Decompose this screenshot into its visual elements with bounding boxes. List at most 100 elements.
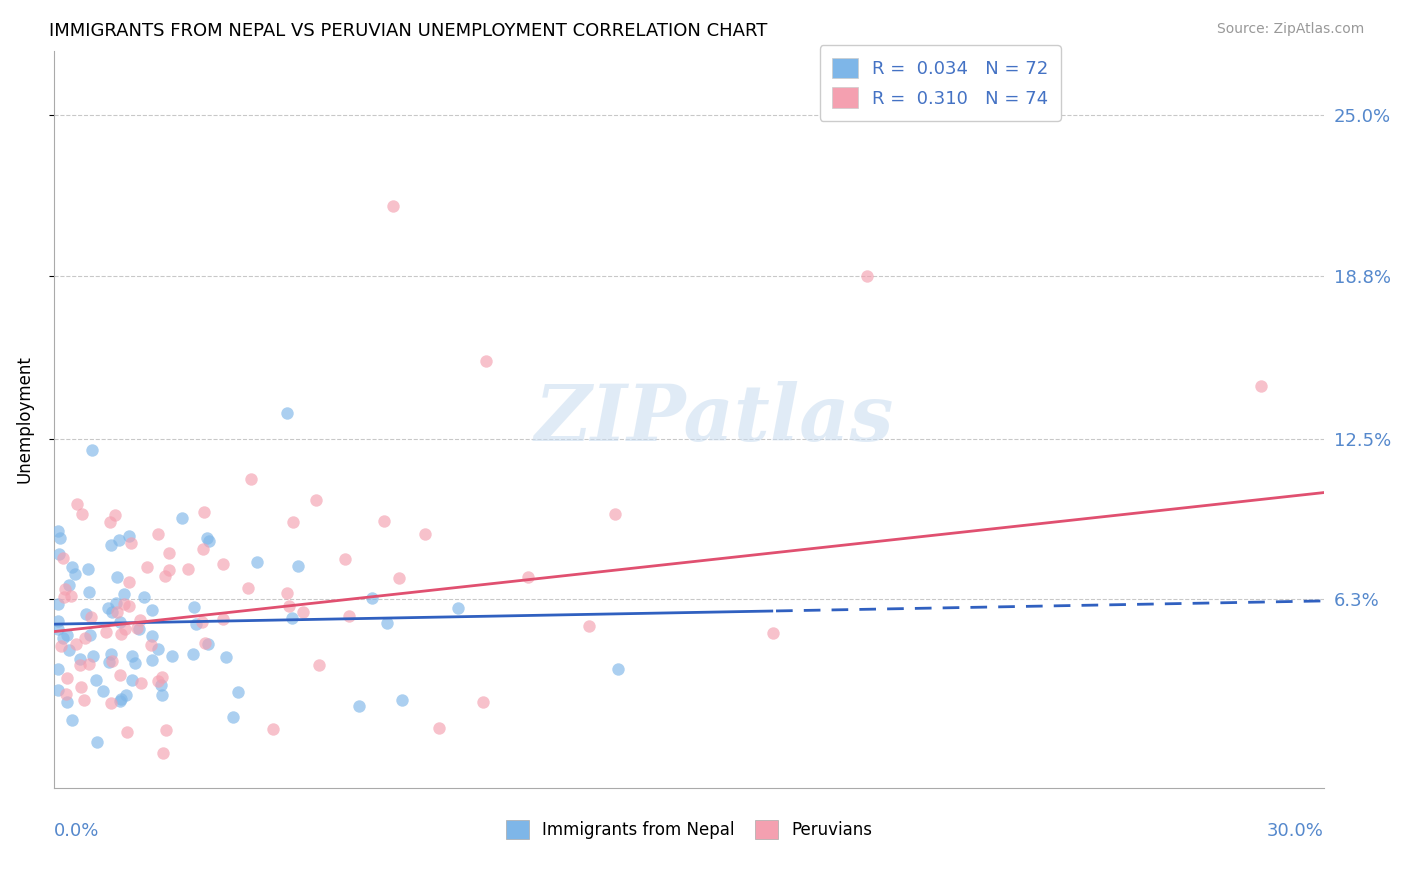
Point — [471, 695, 494, 709]
Point — [197, 534, 219, 549]
Point — [183, 599, 205, 614]
Point — [276, 586, 298, 600]
Point — [82, 648, 104, 663]
Point — [149, 678, 172, 692]
Point — [104, 596, 127, 610]
Point — [105, 570, 128, 584]
Point — [124, 657, 146, 671]
Point — [413, 526, 436, 541]
Point — [110, 626, 132, 640]
Y-axis label: Unemployment: Unemployment — [15, 355, 32, 483]
Point — [63, 567, 86, 582]
Point — [578, 619, 600, 633]
Point — [72, 507, 94, 521]
Point — [129, 613, 152, 627]
Point — [276, 406, 298, 420]
Point — [1250, 378, 1272, 392]
Point — [65, 637, 87, 651]
Point — [335, 552, 357, 566]
Point — [100, 696, 122, 710]
Point — [98, 515, 121, 529]
Point — [86, 735, 108, 749]
Point — [281, 610, 304, 624]
Point — [157, 563, 180, 577]
Point — [191, 615, 214, 629]
Point — [48, 547, 70, 561]
Point — [104, 508, 127, 523]
Point — [110, 692, 132, 706]
Point — [72, 693, 94, 707]
Point — [120, 536, 142, 550]
Point — [115, 724, 138, 739]
Point — [100, 647, 122, 661]
Point — [152, 688, 174, 702]
Point — [172, 511, 194, 525]
Point — [46, 683, 69, 698]
Point — [49, 639, 72, 653]
Point — [112, 587, 135, 601]
Point — [56, 628, 79, 642]
Point — [75, 631, 97, 645]
Point — [46, 597, 69, 611]
Point — [388, 571, 411, 585]
Point — [239, 472, 262, 486]
Point — [141, 629, 163, 643]
Point — [474, 354, 496, 368]
Point — [427, 721, 450, 735]
Point — [141, 653, 163, 667]
Point — [117, 529, 139, 543]
Point — [93, 684, 115, 698]
Point — [337, 609, 360, 624]
Point — [46, 524, 69, 538]
Point — [281, 515, 304, 529]
Text: IMMIGRANTS FROM NEPAL VS PERUVIAN UNEMPLOYMENT CORRELATION CHART: IMMIGRANTS FROM NEPAL VS PERUVIAN UNEMPL… — [49, 22, 768, 40]
Point — [77, 561, 100, 575]
Point — [60, 713, 83, 727]
Point — [108, 693, 131, 707]
Point — [97, 600, 120, 615]
Point — [121, 673, 143, 688]
Point — [105, 605, 128, 619]
Point — [291, 605, 314, 619]
Text: 0.0%: 0.0% — [53, 822, 100, 839]
Point — [308, 658, 330, 673]
Point — [46, 622, 69, 636]
Point — [191, 541, 214, 556]
Point — [108, 615, 131, 629]
Point — [69, 652, 91, 666]
Point — [84, 673, 107, 688]
Point — [141, 638, 163, 652]
Point — [197, 637, 219, 651]
Point — [194, 636, 217, 650]
Point — [228, 685, 250, 699]
Point — [77, 585, 100, 599]
Point — [855, 268, 877, 283]
Point — [79, 628, 101, 642]
Point — [160, 649, 183, 664]
Point — [222, 710, 245, 724]
Point — [135, 560, 157, 574]
Point — [65, 497, 87, 511]
Point — [212, 557, 235, 571]
Point — [129, 675, 152, 690]
Point — [52, 591, 75, 605]
Point — [215, 650, 238, 665]
Point — [49, 532, 72, 546]
Legend: Immigrants from Nepal, Peruvians: Immigrants from Nepal, Peruvians — [499, 814, 879, 846]
Point — [101, 605, 124, 619]
Point — [112, 597, 135, 611]
Point — [118, 599, 141, 614]
Point — [75, 607, 97, 622]
Point — [155, 723, 177, 737]
Text: 30.0%: 30.0% — [1267, 822, 1324, 839]
Point — [287, 559, 309, 574]
Point — [58, 578, 80, 592]
Point — [55, 687, 77, 701]
Point — [360, 591, 382, 606]
Point — [80, 443, 103, 458]
Point — [79, 610, 101, 624]
Point — [349, 698, 371, 713]
Point — [60, 560, 83, 574]
Point — [236, 581, 259, 595]
Point — [195, 531, 218, 545]
